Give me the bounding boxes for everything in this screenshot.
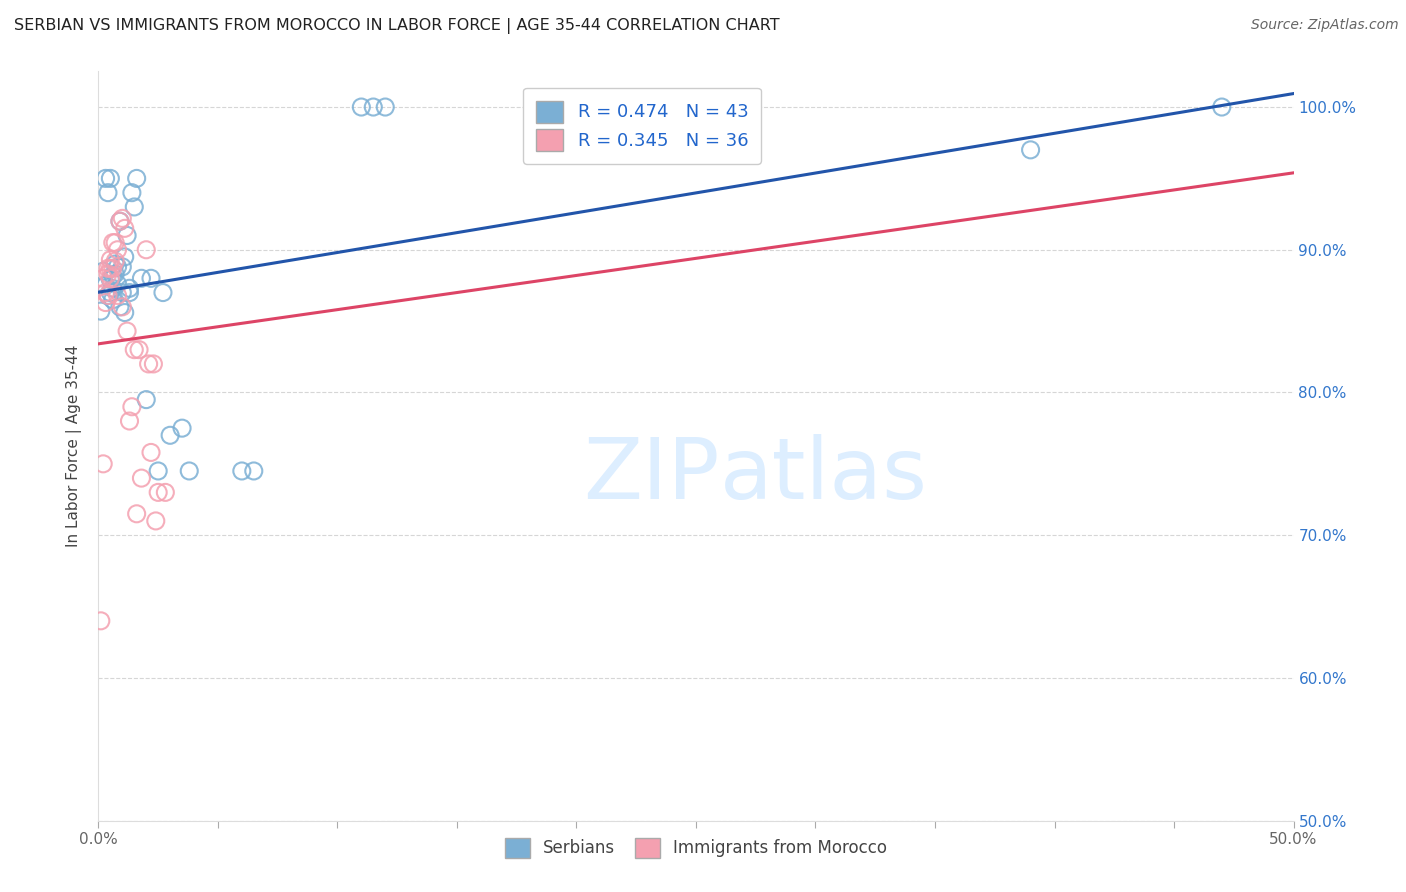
Point (111, 300, 134, 314)
Point (115, 228, 138, 243)
Point (98, 252, 122, 267)
Point (97, 288, 120, 302)
Point (159, 428, 181, 442)
Point (139, 271, 162, 285)
Point (125, 171, 148, 186)
Point (98, 273, 122, 287)
Point (114, 305, 136, 319)
Point (94, 295, 117, 310)
Point (94, 278, 117, 293)
Point (104, 254, 127, 268)
Point (91, 457, 114, 471)
Text: atlas: atlas (720, 434, 928, 517)
Point (90, 304, 112, 318)
Point (179, 464, 201, 478)
Point (231, 464, 253, 478)
Point (124, 343, 146, 357)
Point (142, 357, 165, 371)
Point (97, 261, 120, 276)
Point (118, 281, 141, 295)
Point (1019, 143, 1042, 157)
Point (97, 267, 120, 281)
Point (172, 421, 194, 435)
Point (111, 211, 134, 226)
Point (152, 285, 174, 300)
Point (125, 507, 148, 521)
Point (138, 357, 160, 371)
Point (107, 260, 129, 274)
Point (91, 271, 114, 285)
Point (131, 271, 153, 285)
Point (118, 285, 141, 300)
Point (111, 260, 134, 274)
Point (148, 464, 170, 478)
Point (101, 235, 124, 250)
Point (108, 214, 131, 228)
Point (104, 257, 127, 271)
Point (101, 261, 124, 276)
Point (135, 243, 157, 257)
Point (91, 264, 114, 278)
Y-axis label: In Labor Force | Age 35-44: In Labor Force | Age 35-44 (66, 345, 83, 547)
Point (94, 171, 117, 186)
Point (1211, 100, 1233, 114)
Point (98, 285, 122, 300)
Point (128, 343, 150, 357)
Point (97, 288, 120, 302)
Point (101, 268, 124, 283)
Point (145, 514, 167, 528)
Point (90, 614, 112, 628)
Legend: Serbians, Immigrants from Morocco: Serbians, Immigrants from Morocco (498, 831, 894, 864)
Point (155, 485, 177, 500)
Point (107, 288, 129, 302)
Point (98, 261, 122, 276)
Point (148, 485, 170, 500)
Point (98, 271, 122, 285)
Point (114, 221, 136, 235)
Point (104, 267, 127, 281)
Point (131, 471, 153, 485)
Point (114, 250, 136, 264)
Point (363, 100, 385, 114)
Point (104, 235, 127, 250)
Point (243, 464, 266, 478)
Point (139, 445, 162, 459)
Point (124, 200, 146, 214)
Point (101, 293, 124, 307)
Point (107, 277, 129, 291)
Point (135, 392, 157, 407)
Point (101, 281, 124, 295)
Text: SERBIAN VS IMMIGRANTS FROM MOROCCO IN LABOR FORCE | AGE 35-44 CORRELATION CHART: SERBIAN VS IMMIGRANTS FROM MOROCCO IN LA… (14, 18, 780, 34)
Point (97, 186, 120, 200)
Text: Source: ZipAtlas.com: Source: ZipAtlas.com (1251, 18, 1399, 32)
Point (108, 214, 131, 228)
Point (94, 285, 117, 300)
Point (108, 300, 131, 314)
Point (121, 400, 143, 414)
Point (374, 100, 396, 114)
Point (350, 100, 373, 114)
Point (98, 171, 122, 186)
Point (107, 243, 129, 257)
Point (115, 324, 138, 338)
Point (118, 414, 141, 428)
Point (121, 186, 143, 200)
Point (111, 285, 134, 300)
Text: ZIP: ZIP (583, 434, 720, 517)
